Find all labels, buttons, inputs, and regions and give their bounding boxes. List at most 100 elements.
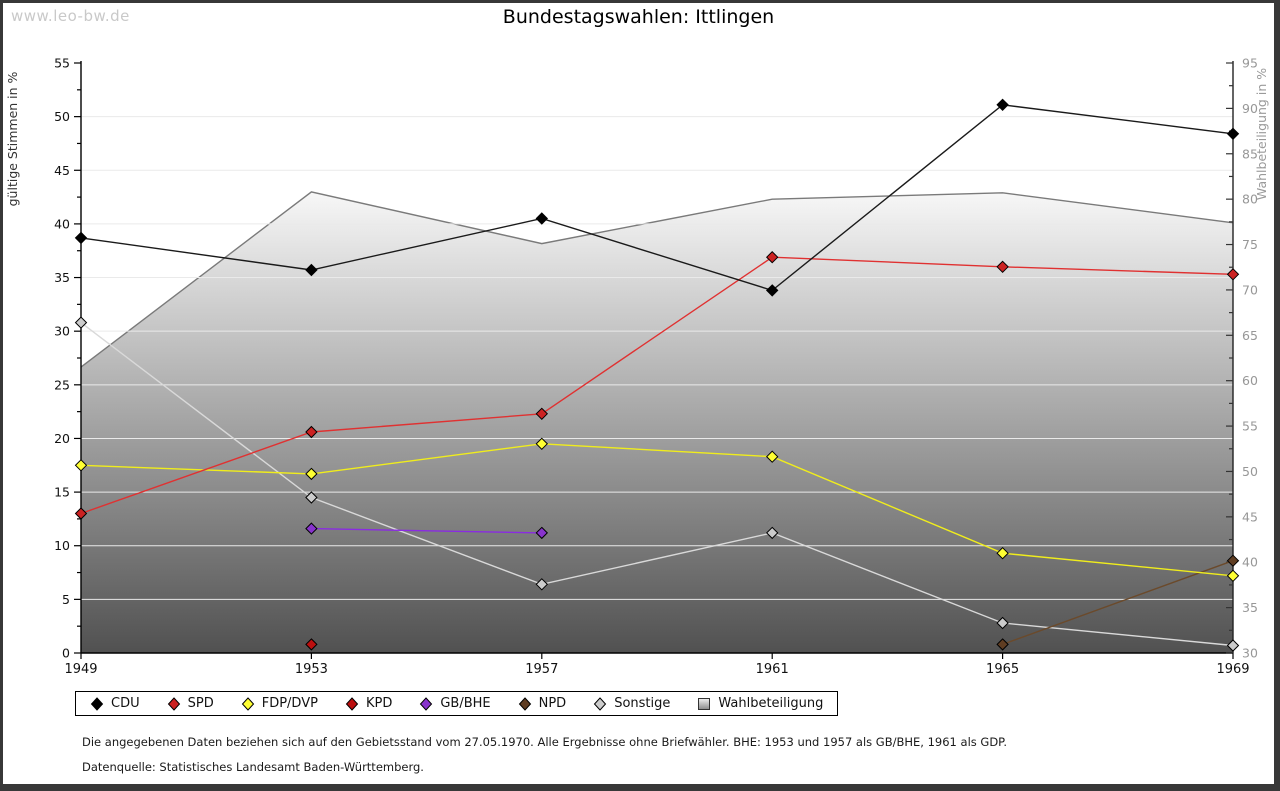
watermark: www.leo-bw.de <box>11 7 130 25</box>
left-axis-tick-label: 25 <box>54 377 70 392</box>
legend-marker-diamond <box>518 696 531 711</box>
data-point-Sonstige-1961 <box>765 526 779 540</box>
data-point-GB/BHE-1957 <box>535 526 549 540</box>
legend-item-gb-bhe: GB/BHE <box>419 696 491 711</box>
year-label: 1949 <box>64 662 97 677</box>
legend-item-fdp-dvp: FDP/DVP <box>241 696 318 711</box>
data-point-Sonstige-1953 <box>305 491 318 504</box>
data-point-CDU-1957 <box>535 212 549 225</box>
legend-marker-diamond <box>241 696 254 711</box>
year-label: 1965 <box>986 662 1019 677</box>
data-point-SPD-1961 <box>765 250 779 264</box>
data-point-SPD-1965 <box>996 260 1009 274</box>
legend-marker-diamond <box>420 696 433 711</box>
data-point-SPD-1953 <box>305 425 318 439</box>
data-point-FDP/DVP-1961 <box>765 450 779 463</box>
right-axis-tick-label: 85 <box>1242 146 1258 161</box>
legend: CDU SPD FDP/DVP KPD GB/BHE NPD Sonstige … <box>75 691 839 716</box>
right-axis-tick-label: 60 <box>1242 373 1258 388</box>
legend-marker-diamond <box>345 696 359 711</box>
right-axis-tick-label: 65 <box>1242 328 1258 343</box>
data-point-FDP/DVP-1953 <box>305 467 318 481</box>
right-axis-tick-label: 45 <box>1242 509 1258 524</box>
data-point-Sonstige-1965 <box>996 616 1009 630</box>
data-point-NPD-1965 <box>996 638 1009 651</box>
legend-marker-wahlbeteiligung <box>698 697 711 710</box>
series-line-SPD <box>80 256 1234 515</box>
data-point-Sonstige-1957 <box>535 578 549 591</box>
left-axis-tick-label: 0 <box>62 646 70 661</box>
legend-label: KPD <box>365 696 393 711</box>
data-point-FDP/DVP-1949 <box>74 459 88 472</box>
legend-marker-diamond <box>167 696 180 711</box>
legend-label: SPD <box>187 696 214 711</box>
right-axis-tick-label: 35 <box>1242 600 1258 615</box>
legend-item-cdu: CDU <box>90 696 140 711</box>
series-line-NPD <box>1002 560 1234 646</box>
left-axis-tick-label: 10 <box>54 538 70 553</box>
data-point-SPD-1949 <box>74 507 88 520</box>
legend-item-kpd: KPD <box>345 696 392 711</box>
legend-marker-diamond <box>90 696 104 711</box>
data-point-KPD-1953 <box>305 638 318 651</box>
data-point-CDU-1969 <box>1226 127 1240 141</box>
legend-label: Wahlbeteiligung <box>718 696 824 711</box>
legend-label: CDU <box>111 696 140 711</box>
right-axis-tick-label: 70 <box>1242 282 1258 297</box>
legend-marker-diamond <box>594 696 607 711</box>
series-line-FDP/DVP <box>80 443 1234 577</box>
legend-label: GB/BHE <box>440 696 491 711</box>
legend-label: FDP/DVP <box>261 696 318 711</box>
data-point-CDU-1949 <box>74 231 88 245</box>
legend-item-wahlbeteiligung: Wahlbeteiligung <box>697 696 823 711</box>
left-axis-tick-label: 35 <box>54 270 70 285</box>
left-axis-title: gültige Stimmen in % <box>5 71 20 206</box>
left-axis-tick-label: 45 <box>54 163 70 178</box>
left-axis-tick-label: 30 <box>54 324 70 339</box>
series-line-CDU <box>80 104 1234 292</box>
legend-label: NPD <box>538 696 567 711</box>
left-axis-tick-label: 40 <box>54 216 70 231</box>
right-axis-tick-label: 75 <box>1242 237 1258 252</box>
left-axis-tick-label: 5 <box>62 592 70 607</box>
data-point-GB/BHE-1953 <box>305 522 318 535</box>
data-point-CDU-1953 <box>305 263 318 277</box>
election-chart: 0 5 10 15 20 25 30 35 40 45 50 55 30 35 40 45 50 55 60 65 70… <box>5 56 1269 678</box>
series-line-GB/BHE <box>311 527 542 534</box>
legend-item-spd: SPD <box>167 696 214 711</box>
right-axis-tick-label: 90 <box>1242 101 1258 116</box>
data-point-Sonstige-1949 <box>74 316 88 329</box>
left-axis-tick-label: 20 <box>54 431 70 446</box>
data-point-FDP/DVP-1957 <box>535 437 549 451</box>
page-title: Bundestagswahlen: Ittlingen <box>502 6 775 28</box>
legend-label: Sonstige <box>614 696 671 711</box>
left-axis-tick-label: 50 <box>54 109 70 124</box>
wahlbeteiligung-boundary-line <box>80 191 1234 368</box>
right-axis-tick-label: 80 <box>1242 192 1258 207</box>
left-axis-tick-label: 55 <box>54 56 70 71</box>
right-axis-tick-label: 30 <box>1242 646 1258 661</box>
data-point-SPD-1957 <box>535 407 549 421</box>
data-point-SPD-1969 <box>1226 268 1240 281</box>
data-point-Sonstige-1969 <box>1226 639 1240 652</box>
right-axis-title: Wahlbeteiligung in % <box>1254 68 1269 200</box>
year-label: 1953 <box>295 662 328 677</box>
data-point-FDP/DVP-1969 <box>1226 569 1240 583</box>
year-label: 1957 <box>525 662 558 677</box>
left-axis-tick-label: 15 <box>54 485 70 500</box>
right-axis-tick-label: 95 <box>1242 56 1258 71</box>
legend-item-npd: NPD <box>518 696 567 711</box>
footnote-gebietsstand: Die angegebenen Daten beziehen sich auf … <box>82 735 1007 749</box>
right-axis-tick-label: 50 <box>1242 464 1258 479</box>
year-label: 1961 <box>756 662 789 677</box>
legend-item-sonstige: Sonstige <box>593 696 670 711</box>
data-point-FDP/DVP-1965 <box>996 546 1009 560</box>
right-axis-tick-label: 55 <box>1242 419 1258 434</box>
wahlbeteiligung-area <box>81 191 1233 653</box>
data-point-NPD-1969 <box>1226 554 1240 567</box>
footnote-datenquelle: Datenquelle: Statistisches Landesamt Bad… <box>82 760 424 774</box>
data-point-CDU-1965 <box>996 98 1009 112</box>
year-label: 1969 <box>1216 662 1249 677</box>
series-line-Sonstige <box>80 322 1234 647</box>
